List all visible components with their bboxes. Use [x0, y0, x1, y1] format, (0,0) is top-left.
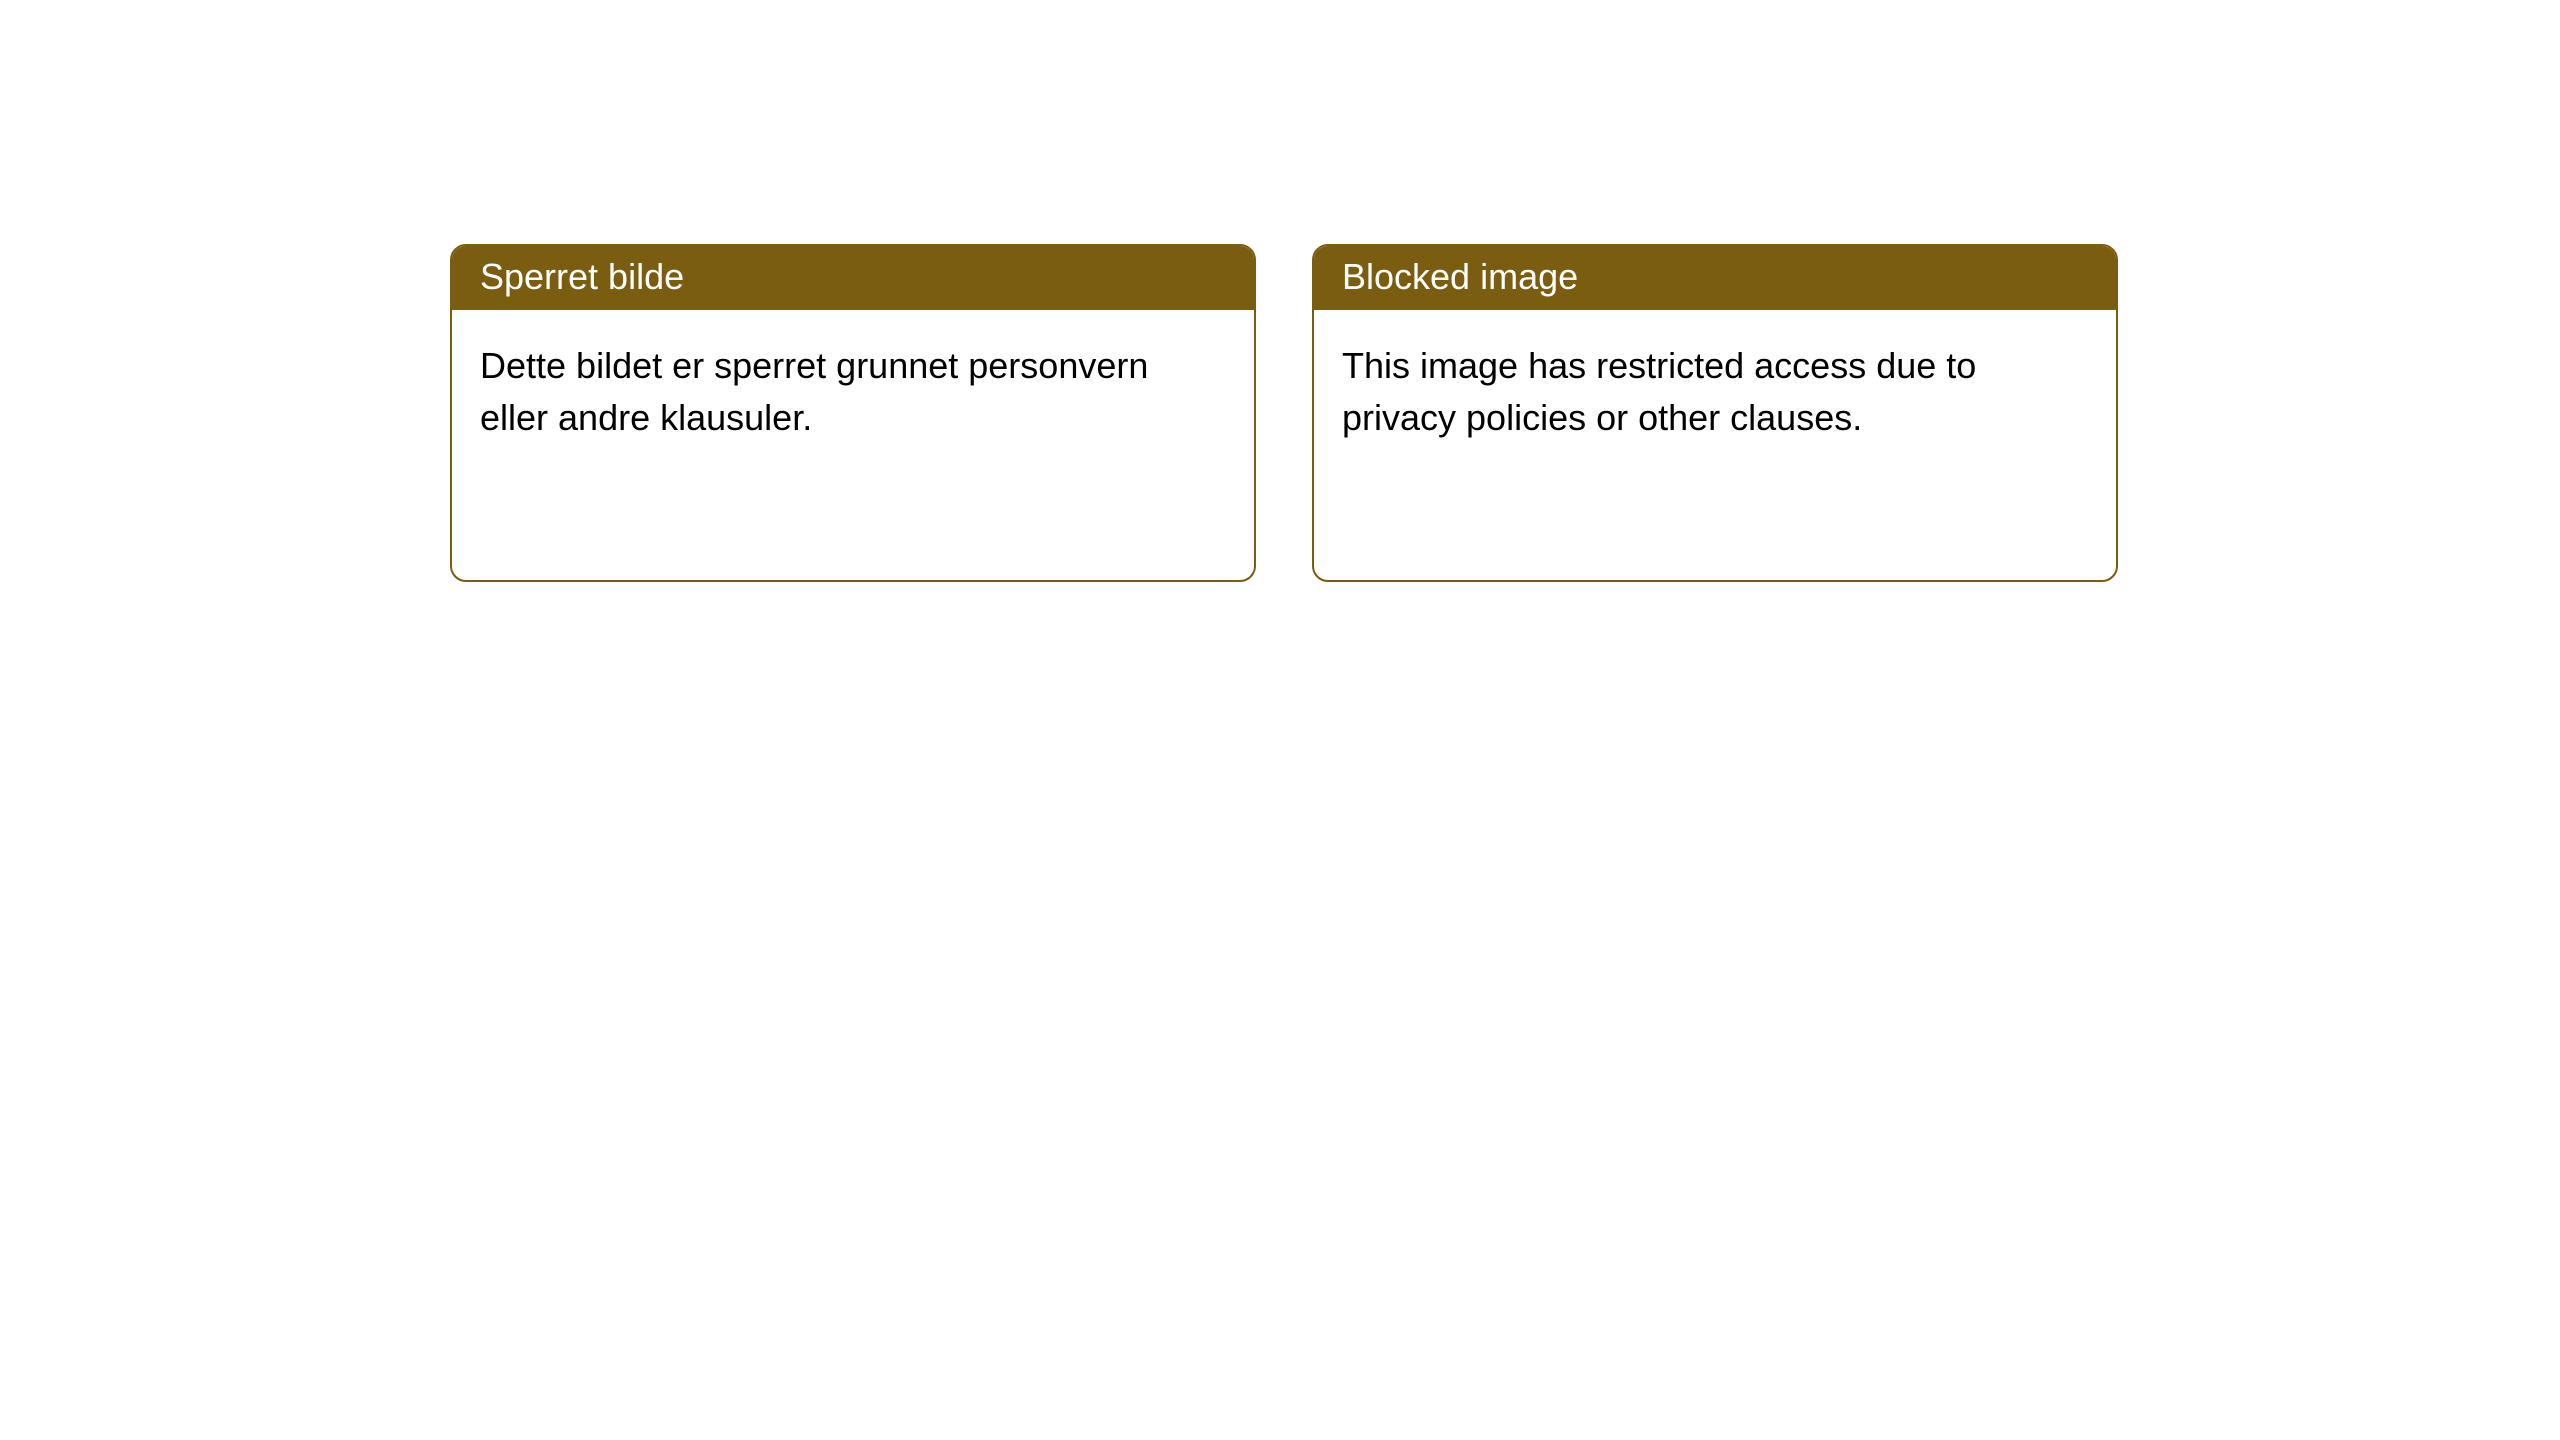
- notice-header-norwegian: Sperret bilde: [452, 246, 1254, 310]
- notice-container: Sperret bilde Dette bildet er sperret gr…: [0, 0, 2560, 582]
- notice-card-norwegian: Sperret bilde Dette bildet er sperret gr…: [450, 244, 1256, 582]
- notice-body-english: This image has restricted access due to …: [1314, 310, 2116, 580]
- notice-body-norwegian: Dette bildet er sperret grunnet personve…: [452, 310, 1254, 580]
- notice-header-english: Blocked image: [1314, 246, 2116, 310]
- notice-card-english: Blocked image This image has restricted …: [1312, 244, 2118, 582]
